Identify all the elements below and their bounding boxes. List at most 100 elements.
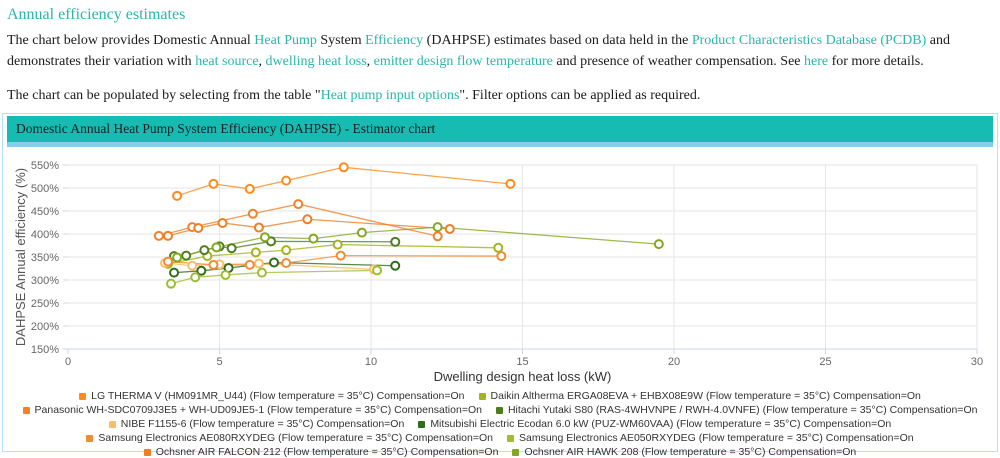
legend-item[interactable]: LG THERMA V (HM091MR_U44) (Flow temperat… <box>79 390 465 402</box>
legend-item[interactable]: Panasonic WH-SDC0709J3E5 + WH-UD09JE5-1 … <box>22 404 482 416</box>
y-tick-label: 550% <box>31 160 59 172</box>
data-point[interactable] <box>308 233 319 244</box>
legend-swatch-icon <box>495 406 503 414</box>
data-point[interactable] <box>244 183 255 194</box>
inline-link[interactable]: dwelling heat loss <box>265 54 367 69</box>
data-point[interactable] <box>217 217 228 228</box>
legend-swatch-icon <box>143 448 151 456</box>
data-point[interactable] <box>208 178 219 189</box>
inline-text: System <box>316 33 366 48</box>
data-point[interactable] <box>390 236 401 247</box>
data-point[interactable] <box>302 214 313 225</box>
legend-label: Mitsubishi Electric Ecodan 6.0 kW (PUZ-W… <box>430 418 892 430</box>
data-point[interactable] <box>293 199 304 210</box>
data-point[interactable] <box>187 260 198 271</box>
data-point[interactable] <box>253 222 264 233</box>
data-point[interactable] <box>372 265 383 276</box>
data-point[interactable] <box>256 267 267 278</box>
inline-link[interactable]: here <box>804 54 829 69</box>
inline-link[interactable]: Heat pump input options <box>320 88 460 103</box>
legend-item[interactable]: Ochsner AIR FALCON 212 (Flow temperature… <box>143 446 498 458</box>
data-point[interactable] <box>199 245 210 256</box>
data-point[interactable] <box>190 272 201 283</box>
data-point[interactable] <box>432 231 443 242</box>
data-point[interactable] <box>162 256 173 267</box>
legend-swatch-icon <box>79 392 87 400</box>
data-point[interactable] <box>390 260 401 271</box>
legend-label: LG THERMA V (HM091MR_U44) (Flow temperat… <box>91 390 465 402</box>
data-point[interactable] <box>153 230 164 241</box>
data-point[interactable] <box>193 223 204 234</box>
chart-panel-title: Domestic Annual Heat Pump System Efficie… <box>7 116 993 142</box>
legend-swatch-icon <box>478 392 486 400</box>
data-point[interactable] <box>166 278 177 289</box>
legend-item[interactable]: Hitachi Yutaki S80 (RAS-4WHVNPE / RWH-4.… <box>495 404 978 416</box>
x-tick-label: 5 <box>216 356 222 368</box>
data-point[interactable] <box>493 242 504 253</box>
x-axis-title: Dwelling design heat loss (kW) <box>434 369 612 384</box>
legend-item[interactable]: Samsung Electronics AE080RXYDEG (Flow te… <box>86 432 493 444</box>
series-line <box>167 254 502 266</box>
x-tick-label: 20 <box>668 356 680 368</box>
inline-link[interactable]: Efficiency <box>365 33 424 48</box>
legend-item[interactable]: Samsung Electronics AE050RXYDEG (Flow te… <box>507 432 914 444</box>
data-point[interactable] <box>211 242 222 253</box>
data-point[interactable] <box>505 178 516 189</box>
legend-label: Ochsner AIR HAWK 208 (Flow temperature =… <box>524 446 857 458</box>
data-point[interactable] <box>208 259 219 270</box>
data-point[interactable] <box>432 222 443 233</box>
data-point[interactable] <box>335 250 346 261</box>
y-tick-label: 200% <box>31 321 59 333</box>
legend-item[interactable]: NIBE F1155-6 (Flow temperature = 35°C) C… <box>108 418 405 430</box>
inline-link[interactable]: Heat Pump <box>254 33 317 48</box>
intro-section: Annual efficiency estimates The chart be… <box>7 0 993 119</box>
data-point[interactable] <box>244 259 255 270</box>
data-point[interactable] <box>332 239 343 250</box>
inline-link[interactable]: Product Characteristics Database (PCDB) <box>691 33 927 48</box>
inline-text: , <box>258 54 266 69</box>
inline-text: and demonstrates their variation with <box>7 33 951 69</box>
data-point[interactable] <box>247 208 258 219</box>
data-point[interactable] <box>496 251 507 262</box>
data-point[interactable] <box>250 247 261 258</box>
legend-label: NIBE F1155-6 (Flow temperature = 35°C) C… <box>120 418 405 430</box>
intro-paragraph-1: The chart below provides Domestic Annual… <box>7 30 993 72</box>
intro-paragraph-2: The chart can be populated by selecting … <box>7 85 993 106</box>
data-point[interactable] <box>281 245 292 256</box>
legend-label: Hitachi Yutaki S80 (RAS-4WHVNPE / RWH-4.… <box>507 404 978 416</box>
y-tick-label: 350% <box>31 252 59 264</box>
data-point[interactable] <box>253 258 264 269</box>
chart-panel: Domestic Annual Heat Pump System Efficie… <box>2 113 998 458</box>
data-point[interactable] <box>162 230 173 241</box>
legend-label: Panasonic WH-SDC0709J3E5 + WH-UD09JE5-1 … <box>34 404 482 416</box>
data-point[interactable] <box>172 252 183 263</box>
legend-swatch-icon <box>418 420 426 428</box>
data-point[interactable] <box>653 239 664 250</box>
legend-item[interactable]: Mitsubishi Electric Ecodan 6.0 kW (PUZ-W… <box>418 418 891 430</box>
inline-text: for more details. <box>828 54 924 69</box>
y-tick-label: 450% <box>31 206 59 218</box>
data-point[interactable] <box>269 257 280 268</box>
data-point[interactable] <box>259 232 270 243</box>
data-point[interactable] <box>169 267 180 278</box>
y-tick-label: 500% <box>31 183 59 195</box>
data-point[interactable] <box>281 175 292 186</box>
data-point[interactable] <box>338 162 349 173</box>
legend-item[interactable]: Ochsner AIR HAWK 208 (Flow temperature =… <box>512 446 856 458</box>
inline-text: , <box>366 54 374 69</box>
data-point[interactable] <box>172 190 183 201</box>
data-point[interactable] <box>356 227 367 238</box>
data-point[interactable] <box>226 243 237 254</box>
data-point[interactable] <box>181 250 192 261</box>
inline-link[interactable]: emitter design flow temperature <box>373 54 553 69</box>
data-point[interactable] <box>281 257 292 268</box>
data-point[interactable] <box>444 223 455 234</box>
panel-accent-strip <box>7 142 993 147</box>
x-tick-label: 30 <box>971 356 983 368</box>
data-point[interactable] <box>220 269 231 280</box>
data-point[interactable] <box>196 265 207 276</box>
inline-link[interactable]: heat source <box>195 54 259 69</box>
legend-item[interactable]: Daikin Altherma ERGA08EVA + EHBX08E9W (F… <box>478 390 921 402</box>
legend-swatch-icon <box>86 434 94 442</box>
chart-legend: LG THERMA V (HM091MR_U44) (Flow temperat… <box>20 390 980 458</box>
